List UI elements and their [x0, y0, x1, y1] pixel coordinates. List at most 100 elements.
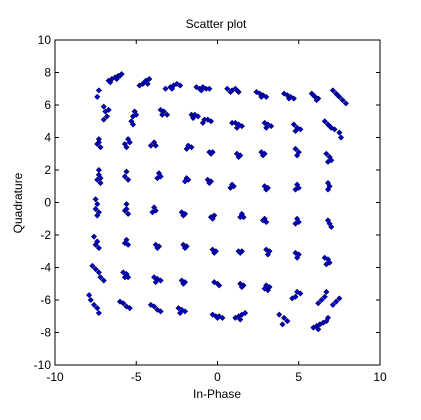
data-point [97, 274, 104, 281]
data-point [100, 116, 107, 123]
data-point [198, 87, 205, 94]
data-point [261, 285, 268, 292]
data-point [154, 244, 161, 252]
data-point [157, 106, 164, 113]
data-point [289, 295, 296, 302]
data-point [227, 184, 234, 191]
data-point [263, 93, 270, 100]
data-point [324, 186, 332, 193]
data-point [276, 311, 283, 318]
data-point [292, 186, 299, 193]
data-point [120, 300, 127, 307]
data-point [336, 295, 343, 302]
data-point [87, 296, 94, 304]
data-point [159, 111, 166, 118]
data-point [173, 80, 180, 87]
data-point [329, 301, 336, 308]
data-point [105, 106, 112, 113]
data-point [315, 300, 322, 307]
data-point [237, 214, 244, 221]
data-point [216, 282, 223, 289]
data-point [206, 85, 213, 92]
data-point [292, 145, 299, 152]
data-point [237, 249, 244, 256]
data-point [152, 279, 159, 286]
data-point [95, 269, 102, 276]
data-point [92, 205, 99, 213]
data-point [294, 152, 301, 159]
data-point [157, 277, 164, 284]
data-point [292, 127, 299, 135]
data-point [164, 111, 171, 118]
data-point [100, 277, 107, 284]
data-point [324, 314, 332, 321]
data-point [235, 153, 242, 161]
data-point [89, 262, 96, 269]
data-point [116, 72, 124, 79]
data-point [121, 240, 128, 247]
data-point [323, 261, 330, 268]
data-point [94, 305, 101, 312]
y-tick-label: 8 [44, 66, 51, 80]
data-point [123, 144, 130, 151]
y-axis-label: Quadrature [11, 172, 25, 233]
data-point [258, 93, 265, 100]
data-point [326, 123, 333, 130]
data-point [263, 124, 270, 131]
data-point [180, 212, 187, 219]
data-point [297, 290, 304, 297]
data-point [90, 233, 98, 240]
data-point [188, 144, 195, 151]
y-tick-label: -4 [40, 261, 51, 275]
y-tick-label: 6 [44, 98, 51, 112]
data-point [207, 118, 215, 125]
data-point [181, 178, 189, 185]
x-tick-label: 10 [373, 370, 387, 384]
data-point [146, 75, 153, 83]
data-point [238, 283, 245, 291]
data-point [333, 298, 340, 305]
data-point [194, 113, 202, 120]
data-point [242, 309, 249, 317]
data-point [204, 116, 211, 123]
data-point [144, 80, 151, 87]
data-point [323, 150, 330, 157]
x-tick-label: -5 [131, 370, 142, 384]
data-point [207, 150, 215, 157]
data-point [313, 97, 320, 104]
data-point [292, 220, 299, 227]
x-axis-label: In-Phase [193, 387, 241, 401]
data-point [121, 274, 128, 281]
data-point [141, 79, 148, 86]
data-point [337, 134, 345, 141]
data-point [129, 121, 137, 128]
data-point [149, 209, 156, 216]
data-point [290, 121, 297, 128]
data-point [323, 288, 330, 295]
data-point [199, 119, 206, 126]
data-point [321, 118, 328, 125]
data-point [259, 217, 267, 224]
y-tick-label: -6 [40, 293, 51, 307]
data-point [339, 97, 346, 104]
y-tick-label: 10 [38, 33, 52, 47]
data-point [121, 173, 128, 180]
data-point [92, 196, 99, 203]
data-point [180, 280, 187, 287]
data-point [103, 113, 111, 120]
data-point [264, 251, 271, 258]
data-point [331, 126, 338, 133]
data-point [259, 152, 267, 159]
data-point [227, 88, 234, 96]
plot-area [54, 39, 381, 366]
data-point [183, 145, 190, 152]
data-point [328, 223, 335, 230]
data-point [157, 173, 164, 180]
data-point [334, 92, 341, 99]
data-point [94, 93, 101, 100]
data-point [92, 266, 99, 273]
data-point [95, 87, 102, 94]
data-point [297, 126, 304, 133]
data-point [318, 296, 325, 304]
